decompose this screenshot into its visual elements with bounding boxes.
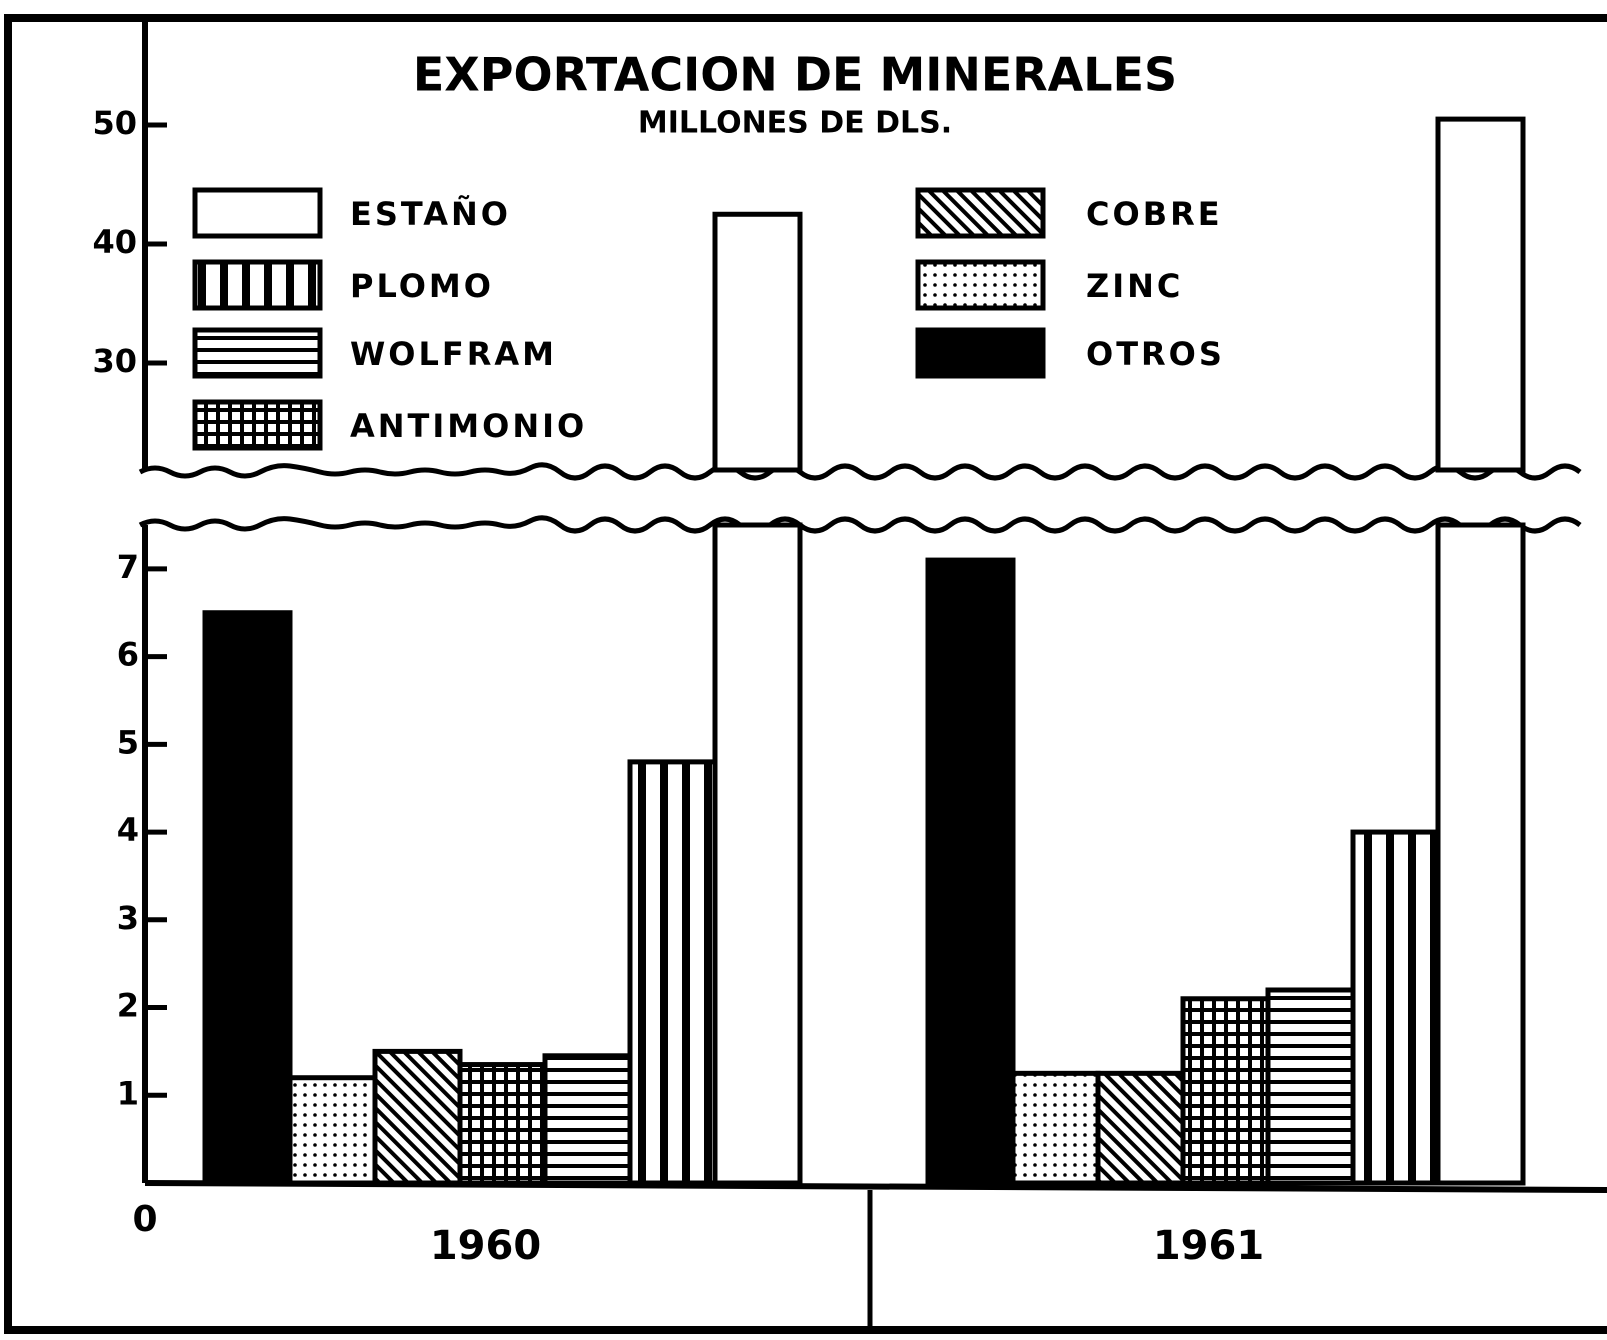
frame — [4, 14, 1607, 1334]
bar — [1010, 1070, 1101, 1186]
y-tick-label: 4 — [117, 811, 139, 849]
legend-swatch — [192, 259, 323, 311]
y-tick-label: 50 — [92, 104, 137, 142]
bar — [287, 1075, 378, 1186]
y-tick-label: 30 — [92, 342, 137, 380]
legend-label: PLOMO — [350, 267, 494, 305]
x-tick-label: 1960 — [430, 1223, 541, 1269]
bar — [925, 557, 1016, 1186]
x-tick-label: 1961 — [1153, 1223, 1264, 1269]
chart-title: EXPORTACION DE MINERALES — [413, 48, 1177, 102]
bar — [1435, 116, 1526, 473]
y-tick-label: 5 — [117, 723, 139, 761]
bar — [1180, 996, 1271, 1186]
legend-swatch — [915, 187, 1046, 239]
legend-label: ESTAÑO — [350, 195, 511, 233]
y-tick-label: 40 — [92, 223, 137, 261]
bar — [542, 1053, 633, 1186]
bar — [1350, 829, 1441, 1186]
legend-label: COBRE — [1086, 195, 1223, 233]
y-tick-label: 6 — [117, 636, 139, 674]
y-tick-label: 7 — [117, 548, 139, 586]
y-tick-label: 3 — [117, 899, 139, 937]
legend-label: WOLFRAM — [350, 335, 557, 373]
bar — [712, 522, 803, 1186]
legend-swatch — [915, 327, 1046, 379]
legend-label: OTROS — [1086, 335, 1225, 373]
legend-label: ZINC — [1086, 267, 1183, 305]
legend-swatch — [192, 187, 323, 239]
chart-subtitle: MILLONES DE DLS. — [638, 106, 952, 141]
bar — [1435, 522, 1526, 1186]
bar — [1265, 987, 1356, 1186]
y-tick-label: 0 — [132, 1199, 157, 1240]
bar — [712, 211, 803, 473]
legend-swatch — [915, 259, 1046, 311]
y-tick-label: 2 — [117, 987, 139, 1025]
bar — [372, 1048, 463, 1186]
legend-swatch — [192, 327, 323, 379]
legend-label: ANTIMONIO — [350, 407, 587, 445]
bar — [1095, 1070, 1186, 1186]
bar — [202, 610, 293, 1186]
legend-swatch — [192, 399, 323, 451]
axis-break — [138, 515, 1582, 534]
axis-break — [138, 462, 1582, 481]
bar — [457, 1062, 548, 1186]
y-tick-label: 1 — [117, 1074, 139, 1112]
bar — [627, 759, 718, 1186]
